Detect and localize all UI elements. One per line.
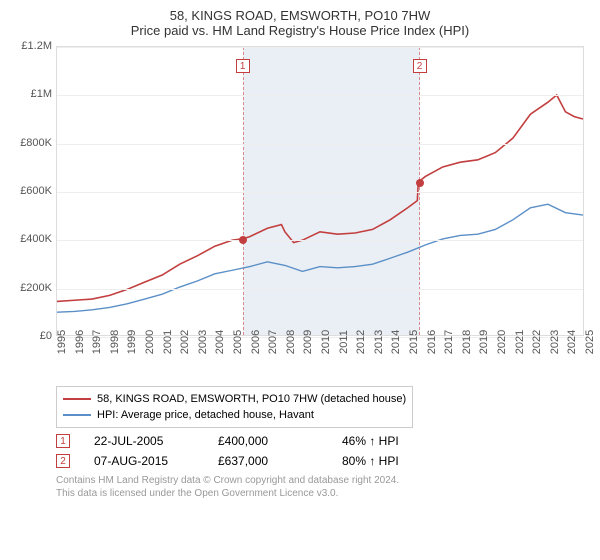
event-date: 22-JUL-2005: [94, 434, 194, 448]
chart-container: 58, KINGS ROAD, EMSWORTH, PO10 7HW Price…: [0, 0, 600, 560]
event-row: 1 22-JUL-2005 £400,000 46% ↑ HPI: [56, 434, 592, 448]
event-marker: 1: [56, 434, 70, 448]
x-tick-label: 2017: [443, 330, 455, 354]
x-tick-label: 1998: [109, 330, 121, 354]
line-layer: [57, 47, 583, 335]
x-tick-label: 2013: [373, 330, 385, 354]
legend: 58, KINGS ROAD, EMSWORTH, PO10 7HW (deta…: [56, 386, 413, 428]
x-tick-label: 2025: [584, 330, 596, 354]
event-pct: 80% ↑ HPI: [342, 454, 442, 468]
gridline: [57, 47, 583, 48]
x-tick-label: 2018: [461, 330, 473, 354]
gridline: [57, 95, 583, 96]
event-marker: 2: [56, 454, 70, 468]
x-tick-label: 2003: [197, 330, 209, 354]
y-tick-label: £200K: [20, 282, 52, 294]
y-tick-label: £1.2M: [21, 40, 52, 52]
x-tick-label: 2010: [320, 330, 332, 354]
events-table: 1 22-JUL-2005 £400,000 46% ↑ HPI 2 07-AUG-201…: [56, 434, 592, 468]
x-tick-label: 1997: [91, 330, 103, 354]
x-tick-label: 2014: [390, 330, 402, 354]
x-tick-label: 2012: [355, 330, 367, 354]
sale-point-1: [239, 236, 247, 244]
footer: Contains HM Land Registry data © Crown c…: [56, 474, 592, 500]
gridline: [57, 289, 583, 290]
y-tick-label: £400K: [20, 233, 52, 245]
legend-swatch: [63, 414, 91, 416]
legend-row: 58, KINGS ROAD, EMSWORTH, PO10 7HW (deta…: [63, 391, 406, 407]
y-tick-label: £600K: [20, 185, 52, 197]
event-price: £400,000: [218, 434, 318, 448]
x-tick-label: 2007: [267, 330, 279, 354]
x-tick-label: 2005: [232, 330, 244, 354]
gridline: [57, 192, 583, 193]
footer-line1: Contains HM Land Registry data © Crown c…: [56, 474, 592, 487]
x-tick-label: 2022: [531, 330, 543, 354]
y-tick-label: £800K: [20, 137, 52, 149]
x-tick-label: 2021: [514, 330, 526, 354]
x-tick-label: 1995: [56, 330, 68, 354]
series-price_paid: [57, 95, 583, 301]
legend-label: HPI: Average price, detached house, Hava…: [97, 407, 314, 423]
legend-row: HPI: Average price, detached house, Hava…: [63, 407, 406, 423]
y-tick-label: £0: [40, 330, 52, 342]
title-line2: Price paid vs. HM Land Registry's House …: [8, 23, 592, 38]
x-tick-label: 1999: [126, 330, 138, 354]
x-tick-label: 1996: [74, 330, 86, 354]
series-hpi: [57, 204, 583, 312]
x-tick-label: 2000: [144, 330, 156, 354]
x-tick-label: 2015: [408, 330, 420, 354]
x-tick-label: 2023: [549, 330, 561, 354]
gridline: [57, 144, 583, 145]
sale-point-2: [416, 179, 424, 187]
x-tick-label: 2011: [338, 330, 350, 354]
x-tick-label: 2024: [566, 330, 578, 354]
event-pct: 46% ↑ HPI: [342, 434, 442, 448]
x-tick-label: 2006: [250, 330, 262, 354]
x-tick-label: 2009: [302, 330, 314, 354]
x-tick-label: 2020: [496, 330, 508, 354]
plot-area: 12: [56, 46, 584, 336]
x-tick-label: 2008: [285, 330, 297, 354]
x-tick-label: 2002: [179, 330, 191, 354]
gridline: [57, 240, 583, 241]
event-date: 07-AUG-2015: [94, 454, 194, 468]
y-tick-label: £1M: [31, 88, 52, 100]
legend-label: 58, KINGS ROAD, EMSWORTH, PO10 7HW (deta…: [97, 391, 406, 407]
x-tick-label: 2004: [214, 330, 226, 354]
title-line1: 58, KINGS ROAD, EMSWORTH, PO10 7HW: [8, 8, 592, 23]
sale-marker-1: 1: [236, 59, 250, 73]
sale-marker-2: 2: [413, 59, 427, 73]
x-tick-label: 2019: [478, 330, 490, 354]
x-tick-label: 2001: [162, 330, 174, 354]
legend-swatch: [63, 398, 91, 400]
title-area: 58, KINGS ROAD, EMSWORTH, PO10 7HW Price…: [8, 8, 592, 38]
footer-line2: This data is licensed under the Open Gov…: [56, 487, 592, 500]
x-tick-label: 2016: [426, 330, 438, 354]
chart-wrap: 12 £0£200K£400K£600K£800K£1M£1.2M 199519…: [8, 42, 592, 382]
event-price: £637,000: [218, 454, 318, 468]
event-row: 2 07-AUG-2015 £637,000 80% ↑ HPI: [56, 454, 592, 468]
